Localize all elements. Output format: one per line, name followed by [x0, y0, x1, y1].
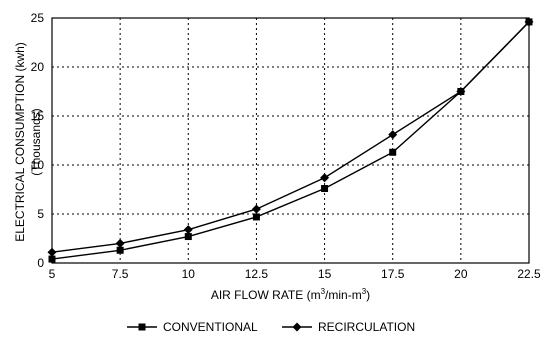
x-axis-label-sup2: 3	[362, 287, 367, 296]
legend-item-conventional: CONVENTIONAL	[127, 320, 258, 334]
x-tick-label: 20	[454, 267, 468, 281]
legend-swatch-marker	[138, 323, 146, 331]
series-line-recirculation	[51, 21, 530, 253]
x-tick-label: 10	[182, 267, 196, 281]
x-tick-label: 22.5	[517, 267, 541, 281]
x-axis-label-sup1: 3	[321, 287, 326, 296]
data-point-recirculation	[183, 225, 193, 235]
data-point-recirculation	[456, 87, 466, 96]
series-layer	[47, 17, 534, 263]
x-tick-label: 17.5	[381, 267, 405, 281]
x-axis-label-end: )	[366, 288, 370, 302]
data-point-conventional	[48, 255, 56, 263]
data-point-conventional	[389, 148, 397, 156]
y-tick-label: 10	[31, 158, 45, 172]
legend-label: CONVENTIONAL	[163, 320, 258, 334]
y-axis-label-group: ELECTRICAL CONSUMPTION (kwh) (Thousands)	[13, 42, 43, 242]
x-axis-label-part1: AIR FLOW RATE (m	[211, 288, 321, 302]
data-point-conventional	[116, 246, 124, 254]
series-recirculation	[47, 17, 534, 257]
data-point-conventional	[321, 185, 329, 193]
legend: CONVENTIONAL RECIRCULATION	[127, 320, 415, 334]
data-point-conventional	[184, 233, 192, 241]
x-axis-label-mid: /min-m	[325, 288, 362, 302]
y-axis-label-units: (Thousands)	[29, 108, 43, 175]
data-point-recirculation	[115, 238, 125, 248]
series-conventional	[48, 18, 533, 263]
series-line-conventional	[51, 21, 530, 260]
x-tick-label: 12.5	[245, 267, 269, 281]
y-tick-label: 15	[31, 109, 45, 123]
data-point-recirculation	[47, 247, 57, 257]
data-point-recirculation	[524, 17, 534, 27]
y-tick-label: 20	[31, 60, 45, 74]
y-tick-label: 5	[37, 207, 44, 221]
data-point-recirculation	[388, 130, 398, 140]
data-point-recirculation	[320, 173, 330, 183]
y-axis-label: ELECTRICAL CONSUMPTION (kwh)	[13, 42, 27, 242]
legend-label: RECIRCULATION	[318, 320, 415, 334]
legend-item-recirculation: RECIRCULATION	[282, 320, 415, 334]
x-tick-label: 7.5	[112, 267, 129, 281]
y-axis-ticks: 0 5 10 15 20 25	[31, 11, 45, 270]
x-tick-label: 5	[49, 267, 56, 281]
x-tick-label: 15	[318, 267, 332, 281]
x-axis-label: AIR FLOW RATE (m3/min-m3)	[211, 287, 370, 302]
legend-swatch-marker	[292, 322, 302, 332]
x-axis-ticks: 5 7.5 10 12.5 15 17.5 20 22.5	[49, 267, 541, 281]
data-point-recirculation	[251, 204, 261, 214]
grid	[52, 18, 529, 263]
plot-frame	[51, 17, 530, 264]
data-point-conventional	[252, 213, 260, 221]
y-tick-label: 25	[31, 11, 45, 25]
y-tick-label: 0	[37, 256, 44, 270]
